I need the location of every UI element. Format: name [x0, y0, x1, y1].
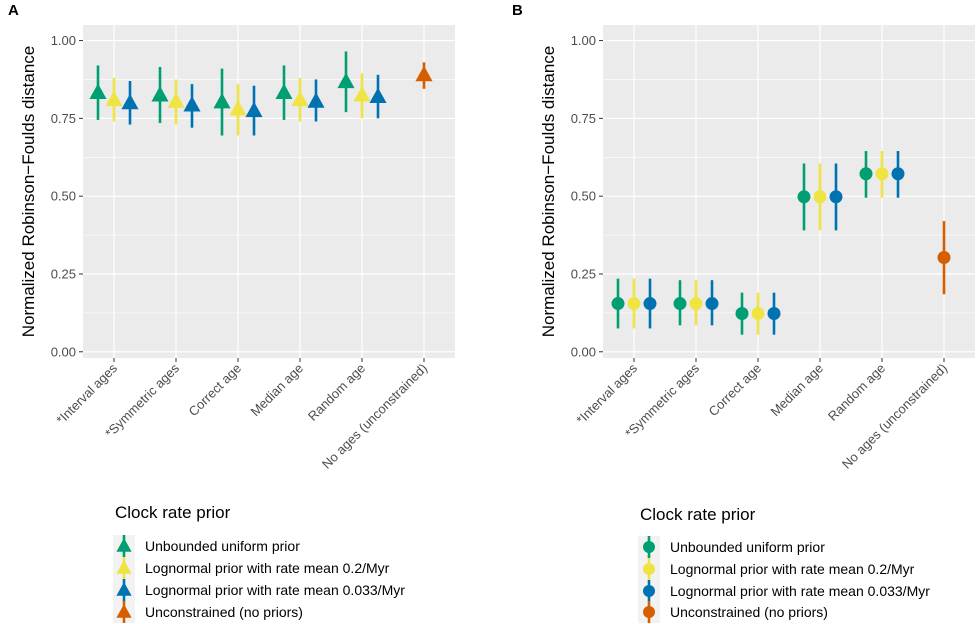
legend-key — [638, 601, 660, 623]
legend-key-marker — [643, 585, 655, 597]
data-point — [735, 306, 749, 320]
panel-label: B — [512, 2, 523, 19]
panel-label: A — [8, 2, 19, 19]
data-point — [813, 190, 827, 204]
legend-key — [113, 557, 135, 579]
data-point — [689, 297, 703, 311]
legend-label: Lognormal prior with rate mean 0.033/Myr — [145, 582, 405, 598]
legend-key — [113, 535, 135, 557]
x-tick-label: No ages (unconstrained) — [319, 361, 430, 472]
legend-label: Lognormal prior with rate mean 0.2/Myr — [145, 560, 390, 576]
data-point — [611, 297, 625, 311]
data-point — [643, 297, 657, 311]
legend-label: Unconstrained (no priors) — [670, 604, 828, 620]
x-tick-label: Correct age — [185, 361, 244, 420]
data-point — [891, 167, 905, 181]
legend-key — [638, 536, 660, 558]
data-point — [229, 100, 247, 116]
series-1 — [627, 151, 889, 335]
legend-key-marker — [643, 606, 655, 618]
plot-background — [603, 25, 975, 358]
y-tick-label: 0.00 — [51, 344, 76, 359]
legend-key — [638, 558, 660, 580]
legend-label: Lognormal prior with rate mean 0.2/Myr — [670, 561, 915, 577]
x-tick-label: Correct age — [705, 361, 764, 420]
legend-key — [113, 579, 135, 601]
legend-key-marker — [116, 604, 132, 618]
data-point — [875, 167, 889, 181]
legend-label: Lognormal prior with rate mean 0.033/Myr — [670, 583, 930, 599]
y-axis-title: Normalized Robinson−Foulds distance — [539, 46, 558, 338]
y-axis-title: Normalized Robinson−Foulds distance — [19, 46, 38, 338]
legend-key-marker — [116, 560, 132, 574]
legend-key — [638, 580, 660, 602]
data-point — [167, 92, 185, 108]
legend-key-marker — [116, 538, 132, 552]
legend-key-marker — [116, 582, 132, 596]
y-tick-label: 0.25 — [571, 266, 596, 281]
legend-label: Unconstrained (no priors) — [145, 604, 303, 620]
y-tick-label: 1.00 — [571, 33, 596, 48]
data-point — [213, 92, 231, 109]
x-tick-label: Random age — [305, 361, 368, 424]
legend-key-marker — [643, 563, 655, 575]
data-point — [673, 297, 687, 311]
series-0 — [89, 51, 355, 136]
data-point — [307, 92, 325, 108]
y-tick-label: 0.50 — [51, 189, 76, 204]
data-point — [245, 101, 263, 118]
data-point — [705, 297, 719, 311]
data-point — [369, 87, 387, 104]
y-tick-label: 1.00 — [51, 33, 76, 48]
legend-title: Clock rate prior — [640, 505, 756, 524]
legend-title: Clock rate prior — [115, 503, 231, 522]
data-point — [151, 86, 169, 102]
y-tick-label: 0.25 — [51, 266, 76, 281]
legend-label: Unbounded uniform prior — [670, 539, 825, 555]
series-3 — [415, 62, 433, 89]
data-point — [353, 86, 371, 102]
series-0 — [611, 151, 873, 335]
series-2 — [121, 74, 387, 136]
legend-label: Unbounded uniform prior — [145, 538, 300, 554]
data-point — [415, 65, 433, 82]
data-point — [829, 190, 843, 204]
data-point — [767, 306, 781, 320]
plot-background — [83, 25, 455, 358]
data-point — [627, 297, 641, 311]
data-point — [121, 93, 139, 110]
data-point — [937, 250, 951, 264]
series-1 — [105, 73, 371, 136]
y-tick-label: 0.75 — [51, 111, 76, 126]
y-tick-label: 0.75 — [571, 111, 596, 126]
x-tick-label: *Interval ages — [53, 360, 120, 427]
data-point — [751, 306, 765, 320]
data-point — [291, 90, 309, 107]
legend-key — [113, 601, 135, 623]
x-tick-label: No ages (unconstrained) — [839, 361, 950, 472]
data-point — [859, 167, 873, 181]
x-tick-label: *Interval ages — [573, 360, 640, 427]
x-tick-label: Median age — [247, 361, 306, 420]
x-tick-label: Median age — [767, 361, 826, 420]
y-tick-label: 0.00 — [571, 344, 596, 359]
legend-key-marker — [643, 541, 655, 553]
data-point — [337, 72, 355, 89]
series-2 — [643, 151, 905, 335]
series-3 — [937, 221, 951, 295]
y-tick-label: 0.50 — [571, 189, 596, 204]
panel-b: 0.000.250.500.751.00*Interval ages*Symme… — [512, 2, 975, 623]
panel-a: 0.000.250.500.751.00*Interval ages*Symme… — [8, 2, 455, 623]
legend: Clock rate prior Unbounded uniform prior L… — [638, 505, 930, 623]
data-point — [89, 83, 107, 100]
data-point — [797, 190, 811, 204]
data-point — [183, 95, 201, 112]
x-tick-label: Random age — [825, 361, 888, 424]
data-point — [105, 90, 123, 107]
data-point — [275, 83, 293, 100]
legend: Clock rate prior Unbounded uniform prior L… — [113, 503, 405, 623]
